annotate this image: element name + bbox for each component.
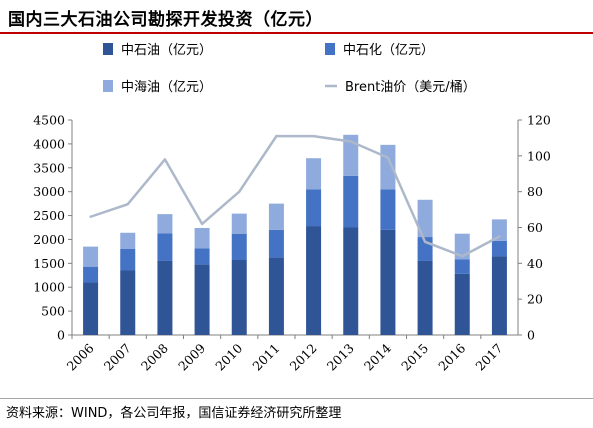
bar-petrochina-2008 [157, 260, 173, 335]
brent-point-2009 [200, 222, 204, 226]
brent-line [89, 134, 501, 258]
bar-petrochina-2017 [491, 256, 507, 335]
brent-point-2014 [386, 156, 390, 159]
bar-cnooc-2013 [343, 134, 359, 176]
bar-petrochina-2011 [268, 257, 284, 335]
right-tick-label: 60 [527, 220, 543, 235]
bar-sinopec-2011 [268, 229, 284, 258]
brent-point-2006 [89, 215, 92, 218]
axes: 0 500 1000 1500 2000 2500 3000 3500 4000 4500 0 20 4… [33, 113, 551, 374]
bar-cnooc-2008 [157, 214, 173, 234]
legend-swatch-2 [103, 80, 113, 92]
bar-petrochina-2015 [417, 260, 433, 335]
bar-petrochina-2010 [231, 259, 247, 335]
x-tick-label: 2006 [64, 340, 97, 373]
x-tick-label: 2016 [435, 340, 468, 373]
left-tick-label: 500 [41, 304, 65, 319]
bar-cnooc-2007 [120, 232, 136, 249]
x-tick-label: 2008 [138, 340, 171, 373]
chart-svg: 中石油（亿元） 中石化（亿元） 中海油（亿元） Brent油价（美元/桶） 0 500 1… [33, 43, 551, 374]
brent-point-2011 [275, 134, 278, 138]
right-tick-label: 80 [527, 184, 543, 199]
x-tick-label: 2012 [287, 341, 320, 374]
x-tick-label: 2007 [101, 340, 134, 373]
bar-cnooc-2015 [417, 199, 433, 238]
x-tick-label: 2013 [324, 340, 357, 373]
left-tick-label: 1000 [33, 280, 65, 295]
bar-sinopec-2016 [454, 259, 470, 274]
left-tick-label: 4500 [33, 113, 65, 128]
legend-swatch-1 [325, 43, 335, 55]
bar-sinopec-2010 [231, 233, 247, 260]
chart-title: 国内三大石油公司勘探开发投资（亿元） [8, 10, 323, 30]
right-tick-label: 120 [527, 113, 551, 128]
x-tick-label: 2017 [472, 340, 505, 373]
brent-point-2010 [238, 190, 241, 193]
footer-divider [0, 398, 593, 399]
bars [83, 134, 507, 335]
brent-point-2007 [126, 203, 129, 206]
legend-swatch-0 [103, 43, 113, 55]
brent-point-2013 [349, 140, 352, 143]
bar-sinopec-2013 [343, 175, 359, 228]
title-divider [0, 32, 593, 34]
bar-sinopec-2008 [157, 233, 173, 261]
bar-petrochina-2007 [120, 270, 136, 335]
left-tick-label: 0 [57, 328, 65, 343]
bar-cnooc-2009 [194, 227, 210, 249]
bar-cnooc-2011 [268, 203, 284, 230]
source-note: 资料来源：WIND，各公司年报，国信证券经济研究所整理 [6, 406, 342, 421]
bar-petrochina-2006 [83, 282, 99, 335]
right-tick-label: 100 [527, 148, 551, 163]
x-tick-label: 2015 [398, 341, 431, 374]
left-tick-label: 2000 [33, 232, 65, 247]
left-tick-label: 1500 [33, 256, 65, 271]
bar-cnooc-2017 [491, 219, 507, 241]
brent-point-2012 [312, 134, 315, 138]
brent-point-2017 [498, 235, 501, 238]
bar-sinopec-2009 [194, 248, 210, 265]
bar-petrochina-2012 [306, 226, 322, 335]
bar-sinopec-2006 [83, 266, 99, 283]
legend: 中石油（亿元） 中石化（亿元） 中海油（亿元） Brent油价（美元/桶） [103, 43, 476, 95]
legend-label-1: 中石化（亿元） [343, 43, 434, 58]
left-tick-label: 3000 [33, 184, 65, 199]
bar-cnooc-2010 [231, 213, 247, 234]
legend-label-0: 中石油（亿元） [121, 43, 212, 58]
right-tick-label: 20 [527, 292, 543, 307]
left-tick-label: 4000 [33, 136, 65, 151]
bar-sinopec-2012 [306, 189, 322, 227]
bar-sinopec-2014 [380, 189, 396, 230]
bar-cnooc-2006 [83, 246, 99, 267]
brent-line-path [90, 134, 501, 258]
left-tick-label: 2500 [33, 208, 65, 223]
left-tick-label: 3500 [33, 160, 65, 175]
x-tick-label: 2011 [249, 341, 282, 374]
bar-petrochina-2013 [343, 227, 359, 335]
legend-label-brent: Brent油价（美元/桶） [345, 80, 476, 95]
bar-sinopec-2017 [491, 240, 507, 257]
brent-point-2015 [423, 240, 427, 244]
x-tick-label: 2014 [361, 340, 394, 373]
bar-cnooc-2012 [306, 158, 322, 190]
bar-petrochina-2016 [454, 273, 470, 335]
bar-petrochina-2014 [380, 229, 396, 335]
right-tick-label: 0 [527, 328, 535, 343]
legend-label-2: 中海油（亿元） [121, 80, 212, 95]
x-tick-label: 2010 [212, 340, 245, 373]
brent-point-2016 [461, 254, 464, 258]
brent-point-2008 [163, 158, 167, 161]
x-tick-label: 2009 [175, 340, 208, 373]
bar-sinopec-2007 [120, 249, 136, 271]
right-tick-label: 40 [527, 256, 543, 271]
bar-petrochina-2009 [194, 264, 210, 335]
